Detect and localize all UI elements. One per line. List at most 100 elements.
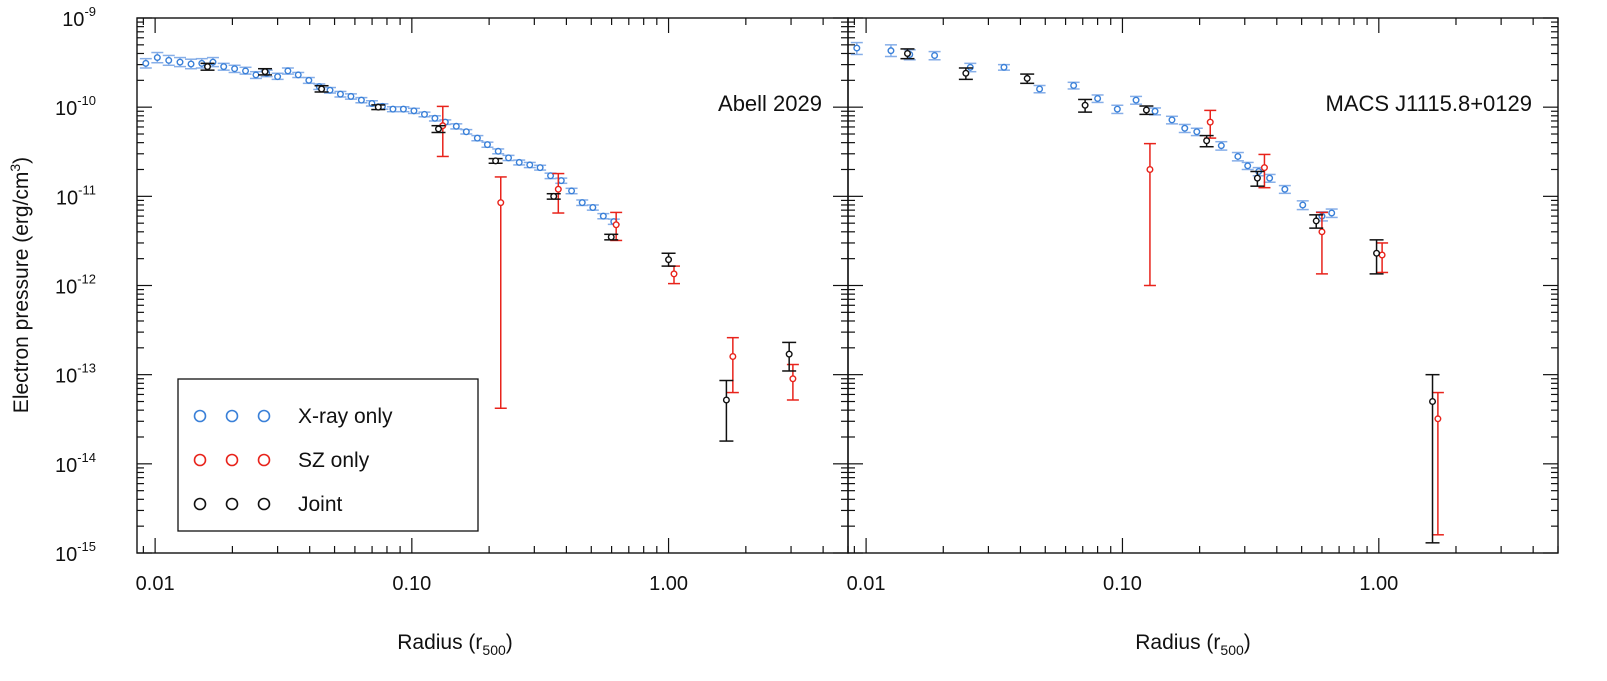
data-point (220, 63, 228, 71)
data-point (547, 172, 555, 180)
data-point (1378, 251, 1386, 259)
data-point (1132, 96, 1140, 104)
data-point (1266, 174, 1274, 182)
data-point (962, 69, 970, 77)
data-point (357, 96, 365, 104)
y-tick-label: 10-9 (62, 4, 96, 31)
y-axis-title: Electron pressure (erg/cm3) (7, 157, 33, 413)
data-point (1373, 249, 1381, 257)
data-point (1253, 174, 1261, 182)
legend-marker (225, 497, 239, 511)
data-point (887, 47, 895, 55)
data-point (1244, 162, 1252, 170)
data-point (1234, 152, 1242, 160)
legend-label-sz: SZ only (298, 449, 370, 472)
data-point (399, 105, 407, 113)
data-point (729, 352, 737, 360)
data-point (336, 90, 344, 98)
data-point (554, 185, 562, 193)
data-point (1193, 128, 1201, 136)
data-point (462, 128, 470, 136)
data-point (1328, 209, 1336, 217)
data-point (612, 221, 620, 229)
y-tick-label: 10-12 (55, 272, 96, 299)
data-point (274, 73, 282, 81)
panel-macs-j1115 (847, 17, 1559, 554)
data-point (242, 67, 250, 75)
x-axis-tick-labels: 0.01 0.10 1.00 0.01 0.10 1.00 (136, 573, 1399, 595)
x-tick-label: 1.00 (1359, 573, 1398, 595)
legend: X-ray only SZ only Joint (177, 378, 479, 532)
data-point (431, 114, 439, 122)
data-point (473, 134, 481, 142)
legend-marker (257, 497, 271, 511)
data-point (261, 68, 269, 76)
data-point (1146, 165, 1154, 173)
data-point (153, 54, 161, 62)
data-point (1434, 415, 1442, 423)
legend-marker (225, 409, 239, 423)
data-point (204, 63, 212, 71)
data-point (452, 122, 460, 130)
legend-marker (193, 453, 207, 467)
data-point (557, 177, 565, 185)
data-point (515, 158, 523, 166)
panel-abell-2029 (136, 17, 849, 554)
data-point (1023, 74, 1031, 82)
data-point (252, 71, 260, 79)
data-point (1281, 185, 1289, 193)
data-point (526, 161, 534, 169)
x-tick-label: 0.10 (392, 573, 431, 595)
x-axis-title-right: Radius (r500) (1135, 631, 1251, 658)
data-point (492, 157, 500, 165)
x-tick-label: 0.01 (136, 573, 175, 595)
data-point (670, 270, 678, 278)
series-sz-only (1143, 109, 1444, 536)
data-point (1299, 201, 1307, 209)
data-point (853, 44, 861, 52)
data-point (722, 396, 730, 404)
legend-marker (225, 453, 239, 467)
legend-markers (193, 409, 271, 511)
data-point (326, 86, 334, 94)
data-point (589, 203, 597, 211)
data-point (1081, 101, 1089, 109)
data-point (1113, 105, 1121, 113)
data-point (1181, 124, 1189, 132)
y-tick-label: 10-14 (55, 450, 96, 477)
legend-marker (193, 409, 207, 423)
legend-marker (257, 409, 271, 423)
x-tick-label: 0.10 (1103, 573, 1142, 595)
data-point (410, 107, 418, 115)
y-tick-label: 10-15 (55, 539, 96, 566)
data-point (374, 103, 382, 111)
data-point (568, 187, 576, 195)
data-point (434, 125, 442, 133)
data-point (294, 71, 302, 79)
data-point (550, 192, 558, 200)
data-point (165, 56, 173, 64)
data-point (1429, 398, 1437, 406)
panel-title-abell-2029: Abell 2029 (718, 91, 822, 116)
data-point (1206, 118, 1214, 126)
series-joint (900, 48, 1440, 544)
data-point (1142, 106, 1150, 114)
series-x-ray-only (850, 41, 1338, 222)
data-point (1094, 95, 1102, 103)
legend-label-joint: Joint (298, 493, 343, 516)
data-point (1217, 142, 1225, 150)
data-point (187, 60, 195, 68)
data-point (494, 147, 502, 155)
data-point (903, 49, 911, 57)
data-point (176, 58, 184, 66)
series-sz-only (436, 105, 799, 410)
data-point (142, 59, 150, 67)
data-point (305, 76, 313, 84)
data-point (1151, 107, 1159, 115)
panel-title-macs-j1115: MACS J1115.8+0129 (1326, 91, 1533, 116)
legend-marker (257, 453, 271, 467)
x-tick-label: 0.01 (847, 573, 886, 595)
data-point (318, 85, 326, 93)
data-point (1070, 81, 1078, 89)
